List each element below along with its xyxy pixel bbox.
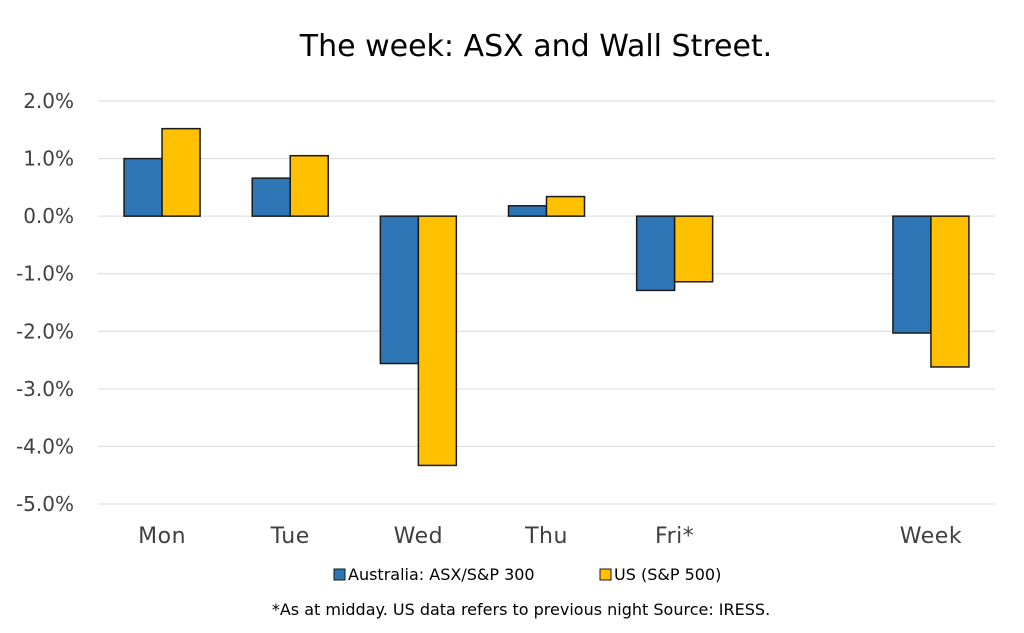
bar-us-week <box>930 215 970 368</box>
bar-us-mon <box>161 127 201 217</box>
x-category-label: Wed <box>394 524 443 549</box>
x-category-label: Fri* <box>655 524 694 549</box>
bars <box>123 127 970 467</box>
legend-label-us: US (S&P 500) <box>614 565 721 584</box>
bar-australia-week <box>892 215 932 334</box>
x-axis-category-labels: Mon Tue Wed Thu Fri* Week <box>138 524 962 549</box>
bar-australia-fri <box>635 215 676 292</box>
y-axis-tick-labels: 2.0% 1.0% 0.0% -1.0% -2.0% -3.0% -4.0% -5.0% <box>16 89 74 516</box>
y-tick-label: -2.0% <box>16 319 74 343</box>
bar-australia-thu <box>507 205 548 217</box>
x-category-label: Tue <box>270 524 310 549</box>
chart-title: The week: ASX and Wall Street. <box>299 29 772 64</box>
legend: Australia: ASX/S&P 300 US (S&P 500) <box>333 565 721 584</box>
bar-us-wed <box>417 215 458 467</box>
legend-swatch-us <box>599 568 612 581</box>
y-tick-label: -4.0% <box>16 434 74 458</box>
y-tick-label: -1.0% <box>16 262 74 286</box>
y-tick-label: 0.0% <box>23 204 74 228</box>
y-tick-label: -3.0% <box>16 377 74 401</box>
y-tick-label: -5.0% <box>16 492 74 516</box>
x-category-label: Mon <box>138 524 186 549</box>
bar-australia-wed <box>379 215 420 365</box>
x-category-label: Week <box>900 524 962 549</box>
legend-label-australia: Australia: ASX/S&P 300 <box>348 565 535 584</box>
chart-footnote: *As at midday. US data refers to previou… <box>272 600 770 619</box>
y-tick-label: 2.0% <box>23 89 74 113</box>
bar-us-fri <box>673 215 714 283</box>
y-tick-label: 1.0% <box>23 147 74 171</box>
grid-lines <box>98 100 995 505</box>
legend-swatch-australia <box>333 568 346 581</box>
bar-australia-tue <box>251 177 291 217</box>
bar-australia-mon <box>123 157 163 217</box>
bar-us-tue <box>289 154 329 217</box>
x-category-label: Thu <box>524 524 568 549</box>
bar-us-thu <box>545 195 586 217</box>
